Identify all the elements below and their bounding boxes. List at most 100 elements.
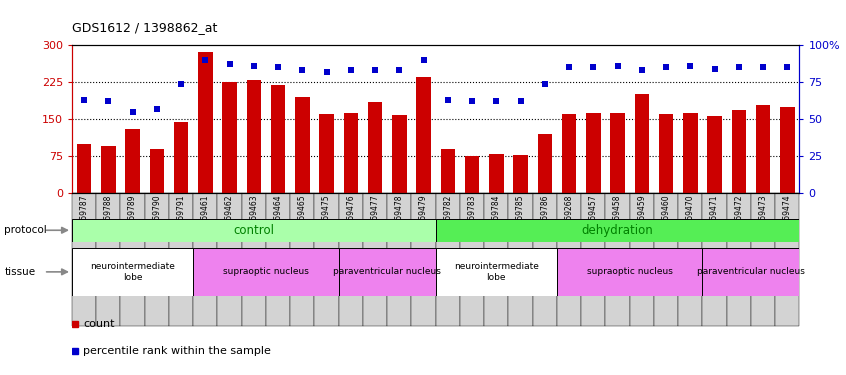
- Text: percentile rank within the sample: percentile rank within the sample: [83, 346, 271, 356]
- Point: [441, 97, 454, 103]
- Text: neurointermediate
lobe: neurointermediate lobe: [454, 262, 539, 282]
- Bar: [732, 110, 746, 193]
- Point: [635, 67, 649, 73]
- Bar: [557, 193, 581, 326]
- Bar: [751, 193, 775, 326]
- Point: [732, 64, 745, 70]
- Bar: [659, 114, 673, 193]
- Bar: [242, 193, 266, 326]
- Point: [150, 106, 163, 112]
- Point: [514, 98, 527, 104]
- Text: protocol: protocol: [4, 225, 47, 235]
- Bar: [120, 193, 145, 326]
- Bar: [271, 84, 285, 193]
- Bar: [125, 129, 140, 193]
- Point: [126, 109, 140, 115]
- Bar: [514, 155, 528, 193]
- Bar: [441, 149, 455, 193]
- Point: [586, 64, 600, 70]
- Bar: [727, 193, 751, 326]
- Text: neurointermediate
lobe: neurointermediate lobe: [91, 262, 175, 282]
- Bar: [77, 144, 91, 193]
- Bar: [193, 193, 217, 326]
- Point: [538, 81, 552, 87]
- Bar: [707, 116, 722, 193]
- Point: [417, 57, 431, 63]
- Bar: [198, 53, 212, 193]
- Bar: [755, 105, 771, 193]
- Bar: [193, 248, 338, 296]
- Text: GDS1612 / 1398862_at: GDS1612 / 1398862_at: [72, 21, 217, 34]
- Text: supraoptic nucleus: supraoptic nucleus: [223, 267, 309, 276]
- Bar: [72, 193, 96, 326]
- Point: [781, 64, 794, 70]
- Bar: [702, 248, 799, 296]
- Point: [490, 98, 503, 104]
- Bar: [678, 193, 702, 326]
- Bar: [629, 193, 654, 326]
- Point: [77, 97, 91, 103]
- Text: paraventricular nucleus: paraventricular nucleus: [333, 267, 441, 276]
- Point: [611, 63, 624, 69]
- Bar: [683, 113, 698, 193]
- Point: [756, 64, 770, 70]
- Bar: [368, 102, 382, 193]
- Bar: [537, 134, 552, 193]
- Text: supraoptic nucleus: supraoptic nucleus: [587, 267, 673, 276]
- Bar: [606, 193, 629, 326]
- Bar: [780, 107, 794, 193]
- Bar: [392, 115, 407, 193]
- Bar: [173, 122, 189, 193]
- Bar: [775, 193, 799, 326]
- Bar: [338, 193, 363, 326]
- Bar: [702, 193, 727, 326]
- Point: [465, 98, 479, 104]
- Bar: [266, 193, 290, 326]
- Bar: [436, 248, 557, 296]
- Bar: [338, 248, 436, 296]
- Bar: [96, 193, 120, 326]
- Bar: [654, 193, 678, 326]
- Bar: [464, 156, 480, 193]
- Bar: [169, 193, 193, 326]
- Point: [563, 64, 576, 70]
- Bar: [508, 193, 533, 326]
- Bar: [411, 193, 436, 326]
- Point: [199, 57, 212, 63]
- Bar: [363, 193, 387, 326]
- Bar: [436, 193, 460, 326]
- Bar: [217, 193, 242, 326]
- Bar: [387, 193, 411, 326]
- Bar: [222, 82, 237, 193]
- Point: [393, 67, 406, 73]
- Point: [368, 67, 382, 73]
- Point: [247, 63, 261, 69]
- Text: count: count: [83, 319, 114, 329]
- Bar: [489, 154, 503, 193]
- Text: dehydration: dehydration: [582, 224, 653, 237]
- Bar: [436, 219, 799, 242]
- Bar: [586, 113, 601, 193]
- Bar: [101, 146, 116, 193]
- Bar: [145, 193, 169, 326]
- Bar: [460, 193, 484, 326]
- Text: tissue: tissue: [4, 267, 36, 277]
- Bar: [634, 94, 649, 193]
- Text: paraventricular nucleus: paraventricular nucleus: [697, 267, 805, 276]
- Bar: [484, 193, 508, 326]
- Point: [684, 63, 697, 69]
- Point: [295, 67, 309, 73]
- Bar: [416, 77, 431, 193]
- Point: [272, 64, 285, 70]
- Point: [102, 98, 115, 104]
- Bar: [290, 193, 315, 326]
- Bar: [533, 193, 557, 326]
- Point: [222, 61, 236, 67]
- Text: control: control: [233, 224, 274, 237]
- Bar: [72, 219, 436, 242]
- Point: [320, 69, 333, 75]
- Bar: [295, 97, 310, 193]
- Point: [659, 64, 673, 70]
- Bar: [72, 248, 193, 296]
- Point: [174, 81, 188, 87]
